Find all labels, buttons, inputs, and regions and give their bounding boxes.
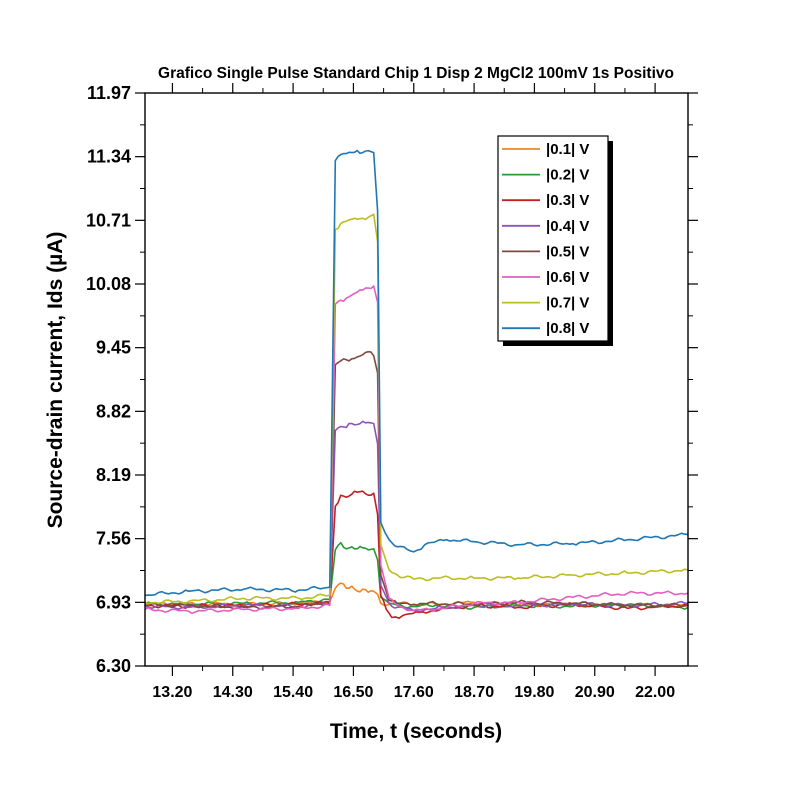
legend: |0.1| V |0.2| V |0.3| V |0.4| V |0.5| V |0.6|… (497, 135, 613, 346)
legend-label: |0.1| V (546, 141, 589, 158)
x-tick-label: 20.90 (575, 684, 615, 701)
legend-label: |0.4| V (546, 218, 589, 235)
x-tick-label: 18.70 (454, 684, 494, 701)
legend-label: |0.3| V (546, 192, 589, 209)
series-line-8 (144, 149, 689, 597)
y-tick-label: 10.08 (86, 274, 131, 294)
legend-label: |0.6| V (546, 269, 589, 286)
y-tick-label: 8.82 (96, 401, 131, 421)
series-line-5 (144, 350, 689, 610)
y-tick-label: 6.30 (96, 656, 131, 676)
series-line-2 (144, 541, 689, 611)
y-tick-label: 9.45 (96, 338, 131, 358)
legend-label: |0.2| V (546, 167, 589, 184)
y-tick-label: 7.56 (96, 529, 131, 549)
x-tick-label: 15.40 (273, 684, 313, 701)
x-tick-label: 16.50 (333, 684, 373, 701)
axis-ticks: 6.30 6.93 7.56 8.19 8.82 9.45 10.08 10.71 11.34 1… (86, 83, 698, 701)
series-line-6 (144, 285, 689, 615)
legend-label: |0.8| V (546, 320, 589, 337)
series-line-4 (144, 420, 689, 613)
legend-label: |0.5| V (546, 243, 589, 260)
x-tick-label: 19.80 (514, 684, 554, 701)
chart-title: Grafico Single Pulse Standard Chip 1 Dis… (158, 65, 674, 82)
x-tick-label: 14.30 (213, 684, 253, 701)
x-tick-label: 22.00 (635, 684, 675, 701)
y-tick-label: 6.93 (96, 592, 131, 612)
plot-frame (144, 92, 689, 667)
series-line-7 (144, 213, 689, 605)
y-tick-label: 10.71 (86, 210, 131, 230)
y-tick-label: 8.19 (96, 465, 131, 485)
legend-label: |0.7| V (546, 295, 589, 312)
x-axis-label: Time, t (seconds) (330, 720, 502, 743)
y-tick-label: 11.97 (87, 83, 131, 103)
y-tick-label: 11.34 (87, 147, 131, 167)
x-tick-label: 13.20 (152, 684, 192, 701)
legend-box (497, 135, 609, 342)
series-lines (144, 149, 689, 620)
y-axis-label: Source-drain current, Ids (µA) (44, 232, 67, 529)
x-tick-label: 17.60 (394, 684, 434, 701)
